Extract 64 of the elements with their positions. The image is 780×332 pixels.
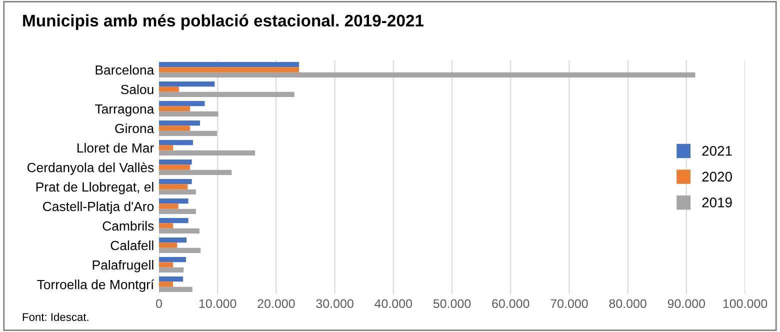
legend-label: 2020 <box>702 172 732 182</box>
bar <box>159 178 192 184</box>
bar <box>159 267 184 273</box>
bar <box>159 92 294 98</box>
y-tick-label: Lloret de Mar <box>77 142 154 153</box>
y-tick-label: Castell-Platja d'Aro <box>43 201 154 214</box>
y-tick-label: Palafrugell <box>92 260 154 272</box>
bar <box>159 120 200 126</box>
bar <box>159 276 184 282</box>
bar <box>159 72 696 78</box>
x-tick-label: 40.000 <box>374 299 412 308</box>
bar <box>159 208 196 214</box>
bar <box>159 164 190 170</box>
x-tick-label: 50.000 <box>433 299 471 308</box>
y-tick-label: Cerdanyola del Vallès <box>27 162 154 175</box>
x-tick-label: 90.000 <box>668 299 706 308</box>
bar <box>159 262 174 268</box>
y-tick-label: Barcelona <box>96 64 154 75</box>
bar <box>159 248 201 254</box>
bar <box>159 86 179 92</box>
text: Font: Idescat. <box>22 312 88 321</box>
bar <box>159 150 256 156</box>
bar <box>159 286 192 292</box>
y-tick-label: Tarragona <box>95 104 154 116</box>
legend-label: 2019 <box>702 198 732 208</box>
chart-title: Municipis amb més població estacional. 2019-2021 <box>23 14 424 30</box>
bar <box>159 106 190 112</box>
y-tick-label: Torroella de Montgrí <box>37 279 154 292</box>
y-tick-label: Cambrils <box>102 220 154 231</box>
x-tick-label: 0 <box>156 299 162 308</box>
bar <box>159 198 188 204</box>
y-tick-label: Calafell <box>110 240 154 250</box>
bar <box>159 218 188 224</box>
legend-label: 2021 <box>702 146 732 156</box>
bar <box>159 228 200 234</box>
bar <box>159 256 186 262</box>
x-tick-label: 10.000 <box>199 299 236 308</box>
x-tick-label: 70.000 <box>550 299 588 308</box>
bar <box>159 159 192 165</box>
bar <box>159 189 196 195</box>
bar <box>159 237 187 243</box>
bar <box>159 242 178 248</box>
y-tick-label: Girona <box>115 123 154 134</box>
x-tick-label: 80.000 <box>609 299 646 308</box>
bar <box>159 100 205 106</box>
y-tick-label: Prat de Llobregat, el <box>36 182 154 194</box>
bar <box>159 111 218 117</box>
bar <box>159 184 188 190</box>
bar <box>159 81 215 87</box>
bar <box>159 170 232 176</box>
bar <box>159 140 193 146</box>
bar <box>159 126 190 131</box>
bar <box>159 67 300 72</box>
bar <box>159 223 174 228</box>
y-tick-label: Salou <box>120 84 154 94</box>
bar <box>159 62 300 68</box>
bar <box>159 282 174 287</box>
x-tick-label: 100.000 <box>723 299 768 308</box>
bar <box>159 145 174 150</box>
bar <box>159 130 218 136</box>
bar <box>159 204 178 209</box>
x-tick-label: 30.000 <box>316 299 354 308</box>
x-tick-label: 60.000 <box>492 299 530 308</box>
x-tick-label: 20.000 <box>258 299 295 308</box>
